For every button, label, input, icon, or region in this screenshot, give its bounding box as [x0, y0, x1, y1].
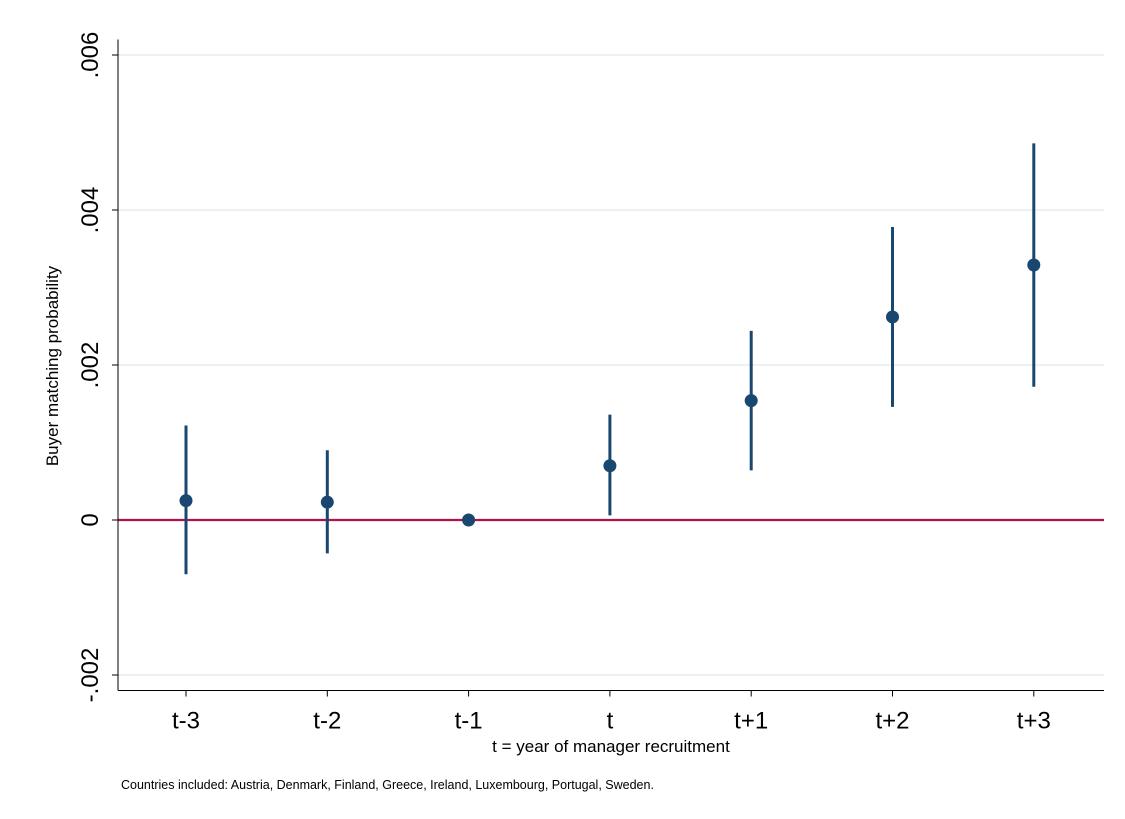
- point-t+3: [1027, 258, 1041, 272]
- point-t+2: [886, 310, 899, 324]
- axes: [112, 39, 1104, 697]
- tick-labels: -.002 0 .002 .004 .006 t-3 t-2 t-1 t t+1 t+2 t+3: [77, 32, 1051, 735]
- point-t-1: [462, 513, 476, 527]
- point-t-2: [320, 495, 334, 509]
- x-tick-label-0: t-3: [172, 708, 200, 735]
- x-tick-label-2: t-1: [455, 708, 483, 735]
- gridlines: [118, 54, 1104, 676]
- y-tick-label-3: .004: [77, 187, 104, 234]
- y-tick-label-0: -.002: [77, 648, 104, 703]
- y-tick-label-1: 0: [77, 513, 104, 526]
- point-t-3: [179, 494, 193, 508]
- x-tick-label-6: t+3: [1017, 708, 1051, 735]
- confidence-intervals: [184, 143, 1036, 575]
- y-tick-label-4: .006: [77, 32, 104, 79]
- x-tick-label-1: t-2: [313, 708, 341, 735]
- y-axis-title: Buyer matching probability: [43, 265, 62, 466]
- x-tick-label-4: t+1: [734, 708, 768, 735]
- x-tick-label-3: t: [607, 708, 614, 735]
- point-t: [603, 459, 617, 473]
- point-estimates: [179, 258, 1041, 527]
- y-tick-label-2: .002: [77, 342, 104, 389]
- x-tick-label-5: t+2: [875, 708, 909, 735]
- point-t+1: [744, 394, 758, 408]
- chart-note: Countries included: Austria, Denmark, Fi…: [121, 778, 654, 792]
- x-axis-title: t = year of manager recruitment: [492, 737, 730, 756]
